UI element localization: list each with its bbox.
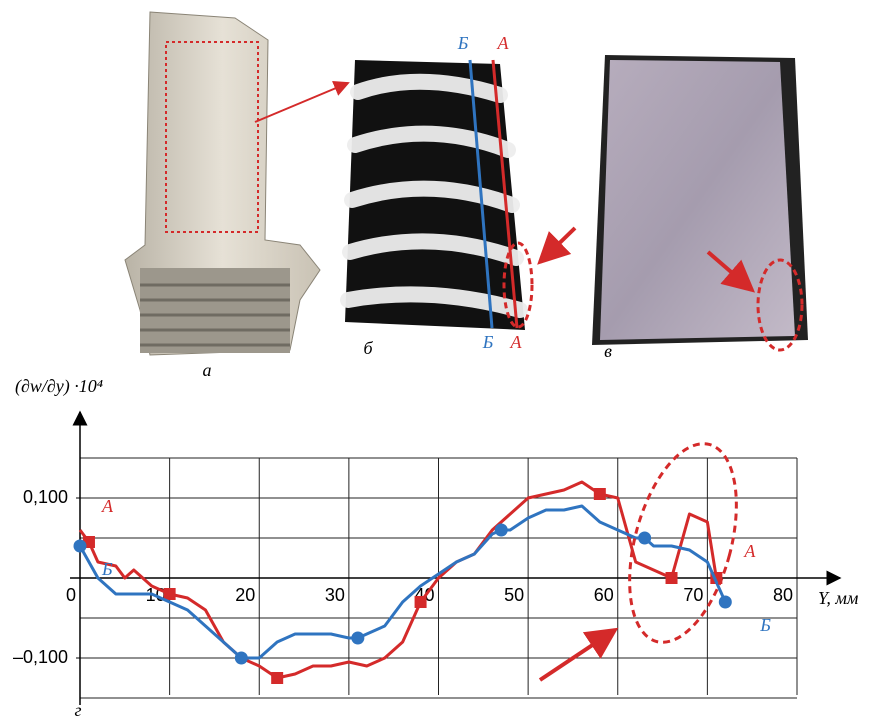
- series-label: А: [743, 541, 756, 561]
- highlight: [628, 442, 738, 644]
- series-label: Б: [101, 559, 113, 579]
- fringe-label: Б: [457, 33, 469, 53]
- marker: [494, 523, 508, 537]
- marker: [414, 596, 427, 608]
- x-tick-label: 60: [594, 585, 614, 605]
- x-tick-label: 80: [773, 585, 793, 605]
- x-axis-title: Y, мм: [818, 588, 859, 608]
- marker: [665, 572, 678, 584]
- fringe-label: Б: [482, 332, 494, 352]
- panel-label: б: [363, 338, 373, 358]
- marker: [351, 631, 365, 645]
- marker: [593, 488, 606, 500]
- fringe-image: [340, 59, 577, 330]
- marker: [638, 531, 652, 545]
- x-tick-label: 50: [504, 585, 524, 605]
- x-tick-label: 30: [325, 585, 345, 605]
- line: [78, 504, 727, 660]
- fringe-label: А: [497, 33, 510, 53]
- y-tick-label: –0,100: [13, 647, 68, 667]
- marker: [271, 672, 284, 684]
- marker: [718, 595, 732, 609]
- panel-label: г: [74, 700, 81, 720]
- series-label: А: [101, 496, 114, 516]
- y-axis-title: (∂w/∂y) ·10⁴: [15, 376, 103, 397]
- surface-image: [592, 55, 808, 352]
- y-tick-label: 0,100: [23, 487, 68, 507]
- blade-photo: [124, 11, 350, 356]
- arrow: [538, 627, 619, 682]
- marker: [73, 539, 87, 553]
- x-tick-label: 70: [683, 585, 703, 605]
- x-tick-label: 0: [66, 585, 76, 605]
- fringe-label: А: [510, 332, 523, 352]
- series-label: Б: [759, 615, 771, 635]
- line: [78, 480, 718, 680]
- panel-label: в: [604, 341, 612, 361]
- marker: [163, 588, 176, 600]
- x-tick-label: 20: [235, 585, 255, 605]
- marker: [234, 651, 248, 665]
- panel-label: а: [203, 360, 212, 380]
